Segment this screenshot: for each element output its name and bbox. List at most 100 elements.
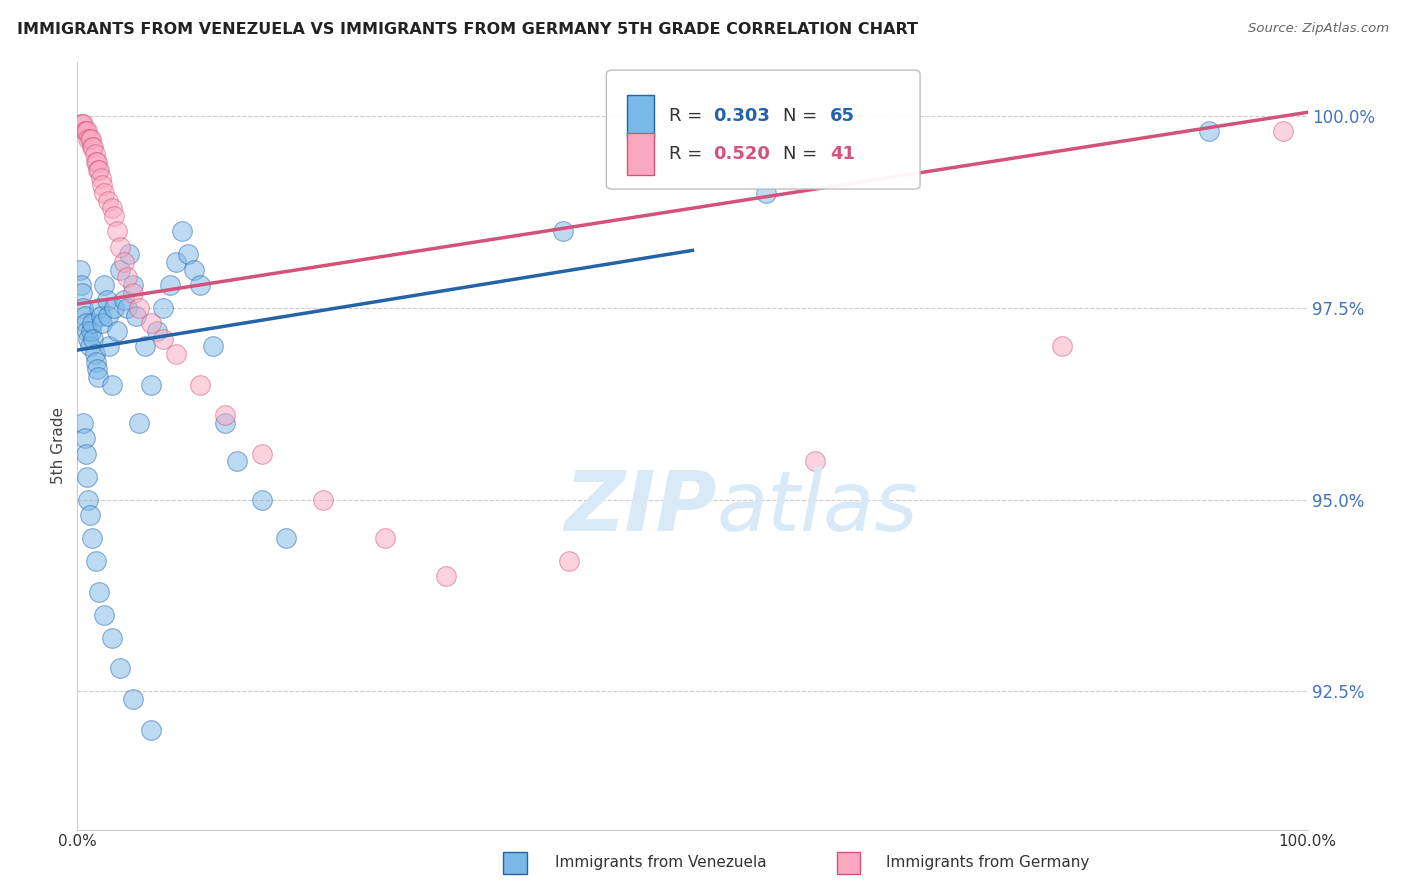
Point: [79, 132, 101, 146]
Text: N =: N =: [783, 107, 824, 125]
Text: Source: ZipAtlas.com: Source: ZipAtlas.com: [1249, 22, 1389, 36]
Point: [755, 186, 778, 200]
Point: [558, 554, 581, 568]
Text: 0.303: 0.303: [713, 107, 770, 125]
Point: [69, 262, 91, 277]
Point: [77, 132, 100, 146]
Text: 0.520: 0.520: [713, 145, 770, 163]
Point: [75, 124, 97, 138]
Point: [82, 140, 104, 154]
Point: [118, 247, 141, 261]
Point: [1050, 339, 1073, 353]
Point: [105, 324, 128, 338]
Text: ZIP: ZIP: [564, 467, 717, 548]
Point: [125, 309, 148, 323]
Point: [112, 293, 135, 308]
Point: [98, 339, 121, 353]
Point: [146, 324, 169, 338]
Point: [103, 301, 125, 315]
Point: [188, 377, 212, 392]
Point: [93, 607, 115, 622]
Point: [87, 370, 110, 384]
Point: [73, 309, 96, 323]
Point: [152, 332, 174, 346]
Point: [134, 339, 156, 353]
Text: 41: 41: [831, 145, 855, 163]
FancyBboxPatch shape: [606, 70, 920, 189]
Point: [72, 301, 94, 315]
Point: [374, 531, 396, 545]
Point: [84, 354, 107, 368]
Point: [70, 277, 93, 292]
Point: [128, 416, 150, 430]
Point: [79, 339, 101, 353]
Point: [84, 155, 107, 169]
Point: [76, 124, 98, 138]
Point: [82, 531, 104, 545]
Point: [1272, 124, 1295, 138]
Point: [101, 377, 124, 392]
Point: [141, 723, 163, 737]
Point: [112, 255, 135, 269]
Y-axis label: 5th Grade: 5th Grade: [51, 408, 66, 484]
Point: [141, 377, 163, 392]
Text: R =: R =: [669, 107, 709, 125]
Text: N =: N =: [783, 145, 824, 163]
Point: [89, 301, 111, 315]
Point: [121, 285, 143, 300]
Point: [141, 316, 163, 330]
Point: [312, 492, 335, 507]
Point: [103, 209, 125, 223]
Point: [177, 247, 200, 261]
Point: [250, 447, 273, 461]
Point: [165, 347, 187, 361]
Point: [97, 309, 120, 323]
Point: [87, 162, 110, 177]
Point: [97, 194, 120, 208]
Point: [89, 584, 111, 599]
Point: [75, 447, 97, 461]
Point: [553, 224, 575, 238]
Point: [276, 531, 298, 545]
Point: [110, 262, 132, 277]
Point: [105, 224, 128, 238]
Point: [201, 339, 224, 353]
Point: [80, 132, 103, 146]
Point: [72, 416, 94, 430]
Point: [90, 170, 112, 185]
Text: Immigrants from Venezuela: Immigrants from Venezuela: [555, 855, 768, 870]
Point: [101, 631, 124, 645]
Point: [93, 277, 115, 292]
Point: [86, 362, 108, 376]
Point: [84, 554, 107, 568]
Point: [1198, 124, 1220, 138]
Point: [77, 492, 100, 507]
Point: [73, 124, 96, 138]
Point: [75, 316, 97, 330]
Point: [93, 186, 115, 200]
Point: [79, 508, 101, 522]
Point: [128, 301, 150, 315]
Point: [159, 277, 181, 292]
Point: [77, 332, 100, 346]
Point: [83, 347, 105, 361]
Point: [110, 661, 132, 675]
Point: [76, 324, 98, 338]
Text: atlas: atlas: [717, 467, 918, 548]
Point: [152, 301, 174, 315]
Text: 65: 65: [831, 107, 855, 125]
Point: [96, 293, 118, 308]
Point: [90, 316, 114, 330]
Point: [115, 301, 138, 315]
Point: [82, 316, 104, 330]
Point: [183, 262, 205, 277]
Point: [101, 201, 124, 215]
Point: [90, 178, 114, 193]
Point: [72, 117, 94, 131]
Text: R =: R =: [669, 145, 709, 163]
Point: [80, 324, 103, 338]
Point: [82, 332, 104, 346]
Point: [89, 162, 111, 177]
Text: Immigrants from Germany: Immigrants from Germany: [886, 855, 1090, 870]
Point: [436, 569, 458, 583]
